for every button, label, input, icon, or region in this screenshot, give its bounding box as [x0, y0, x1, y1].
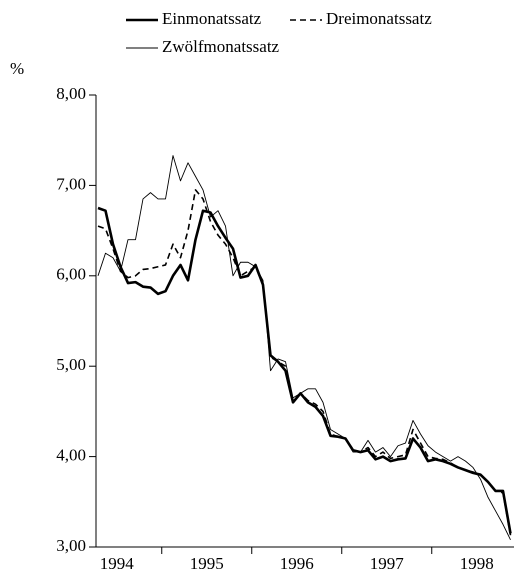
x-tick-label: 1994	[100, 554, 135, 573]
series-line	[97, 155, 511, 540]
legend-label: Dreimonatssatz	[326, 9, 432, 28]
x-tick-label: 1995	[190, 554, 224, 573]
y-tick-label: 5,00	[56, 355, 86, 374]
series-line	[97, 189, 512, 536]
y-tick-label: 3,00	[56, 536, 86, 555]
legend-label: Zwölfmonatssatz	[162, 37, 280, 56]
y-tick-label: 6,00	[56, 265, 86, 284]
series-line	[97, 206, 512, 534]
x-tick-label: 1996	[280, 554, 314, 573]
x-tick-label: 1997	[370, 554, 405, 573]
x-tick-label: 1998	[460, 554, 494, 573]
legend-label: Einmonatssatz	[162, 9, 262, 28]
y-tick-label: 8,00	[56, 84, 86, 103]
y-tick-label: 4,00	[56, 446, 86, 465]
y-axis-label: %	[10, 59, 24, 78]
y-tick-label: 7,00	[56, 174, 86, 193]
